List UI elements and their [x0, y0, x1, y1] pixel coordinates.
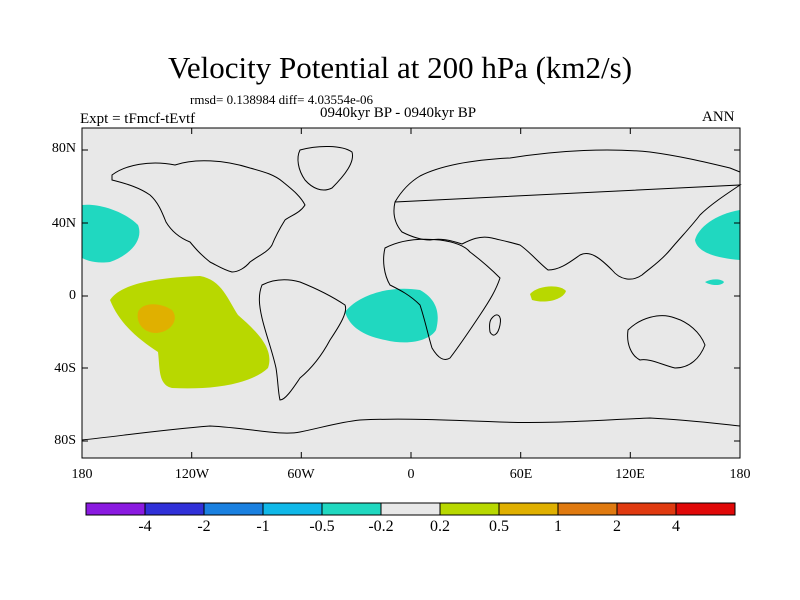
coastline-eurasia	[393, 149, 742, 280]
lon-label-180w: 180	[71, 467, 93, 482]
coastlines	[81, 146, 742, 441]
colorbar-label: -2	[197, 518, 211, 535]
colorbar-label: -4	[138, 518, 152, 535]
coastline-antarctica	[81, 417, 741, 441]
coastline-greenland	[297, 146, 354, 191]
coastline-north-america	[111, 160, 306, 273]
neg-anomaly-wpac-small	[705, 279, 724, 285]
lon-label-60e: 60E	[509, 467, 533, 482]
coastline-madagascar	[489, 314, 501, 336]
lon-label-60w: 60W	[287, 467, 315, 482]
lon-label-180e: 180	[729, 467, 751, 482]
colorbar-swatch	[675, 502, 736, 516]
neg-anomaly-atlantic	[345, 288, 438, 343]
neg-anomaly-npac-east	[695, 210, 740, 260]
colorbar-swatch	[144, 502, 205, 516]
colorbar-label: 0.5	[489, 518, 509, 535]
lat-label-80s: 80S	[54, 433, 76, 448]
lat-label-40n: 40N	[51, 216, 76, 231]
colorbar-swatch	[439, 502, 500, 516]
colorbar-label: -0.5	[309, 518, 335, 535]
coastline-africa	[383, 238, 501, 361]
colorbar-label: -0.2	[368, 518, 394, 535]
lon-label-120e: 120E	[615, 467, 645, 482]
pos-anomaly-indian	[530, 286, 566, 302]
colorbar-label: 0.2	[430, 518, 450, 535]
lat-label-80n: 80N	[51, 141, 76, 156]
lon-label-120w: 120W	[174, 467, 210, 482]
colorbar-swatch	[380, 502, 441, 516]
colorbar-swatch	[262, 502, 323, 516]
stats-text: rmsd= 0.138984 diff= 4.03554e-06	[190, 92, 374, 107]
anomaly-fields	[82, 204, 740, 389]
colorbar	[85, 502, 736, 516]
colorbar-swatch	[498, 502, 559, 516]
axis-ticks	[81, 128, 741, 458]
neg-anomaly-npac-west	[82, 204, 140, 263]
colorbar-label: 4	[672, 518, 680, 535]
colorbar-swatch	[321, 502, 382, 516]
chart-title: Velocity Potential at 200 hPa (km2/s)	[167, 50, 633, 85]
colorbar-swatch	[616, 502, 677, 516]
colorbar-label: 2	[613, 518, 621, 535]
experiment-label: Expt = tFmcf-tEvtf	[80, 111, 196, 127]
colorbar-swatch	[203, 502, 264, 516]
lat-label-0: 0	[69, 288, 76, 303]
coastline-australia	[627, 315, 706, 369]
colorbar-label: 1	[554, 518, 562, 535]
colorbar-swatch	[85, 502, 146, 516]
pos-anomaly-pacific	[110, 276, 270, 389]
period-label: 0940kyr BP - 0940kyr BP	[320, 105, 477, 121]
lon-label-0: 0	[407, 467, 415, 482]
colorbar-swatch	[557, 502, 618, 516]
lat-label-40s: 40S	[54, 361, 76, 376]
pos-anomaly-pacific-core	[137, 304, 175, 333]
colorbar-label: -1	[256, 518, 270, 535]
season-label: ANN	[702, 109, 735, 125]
coastline-south-america	[258, 279, 347, 401]
